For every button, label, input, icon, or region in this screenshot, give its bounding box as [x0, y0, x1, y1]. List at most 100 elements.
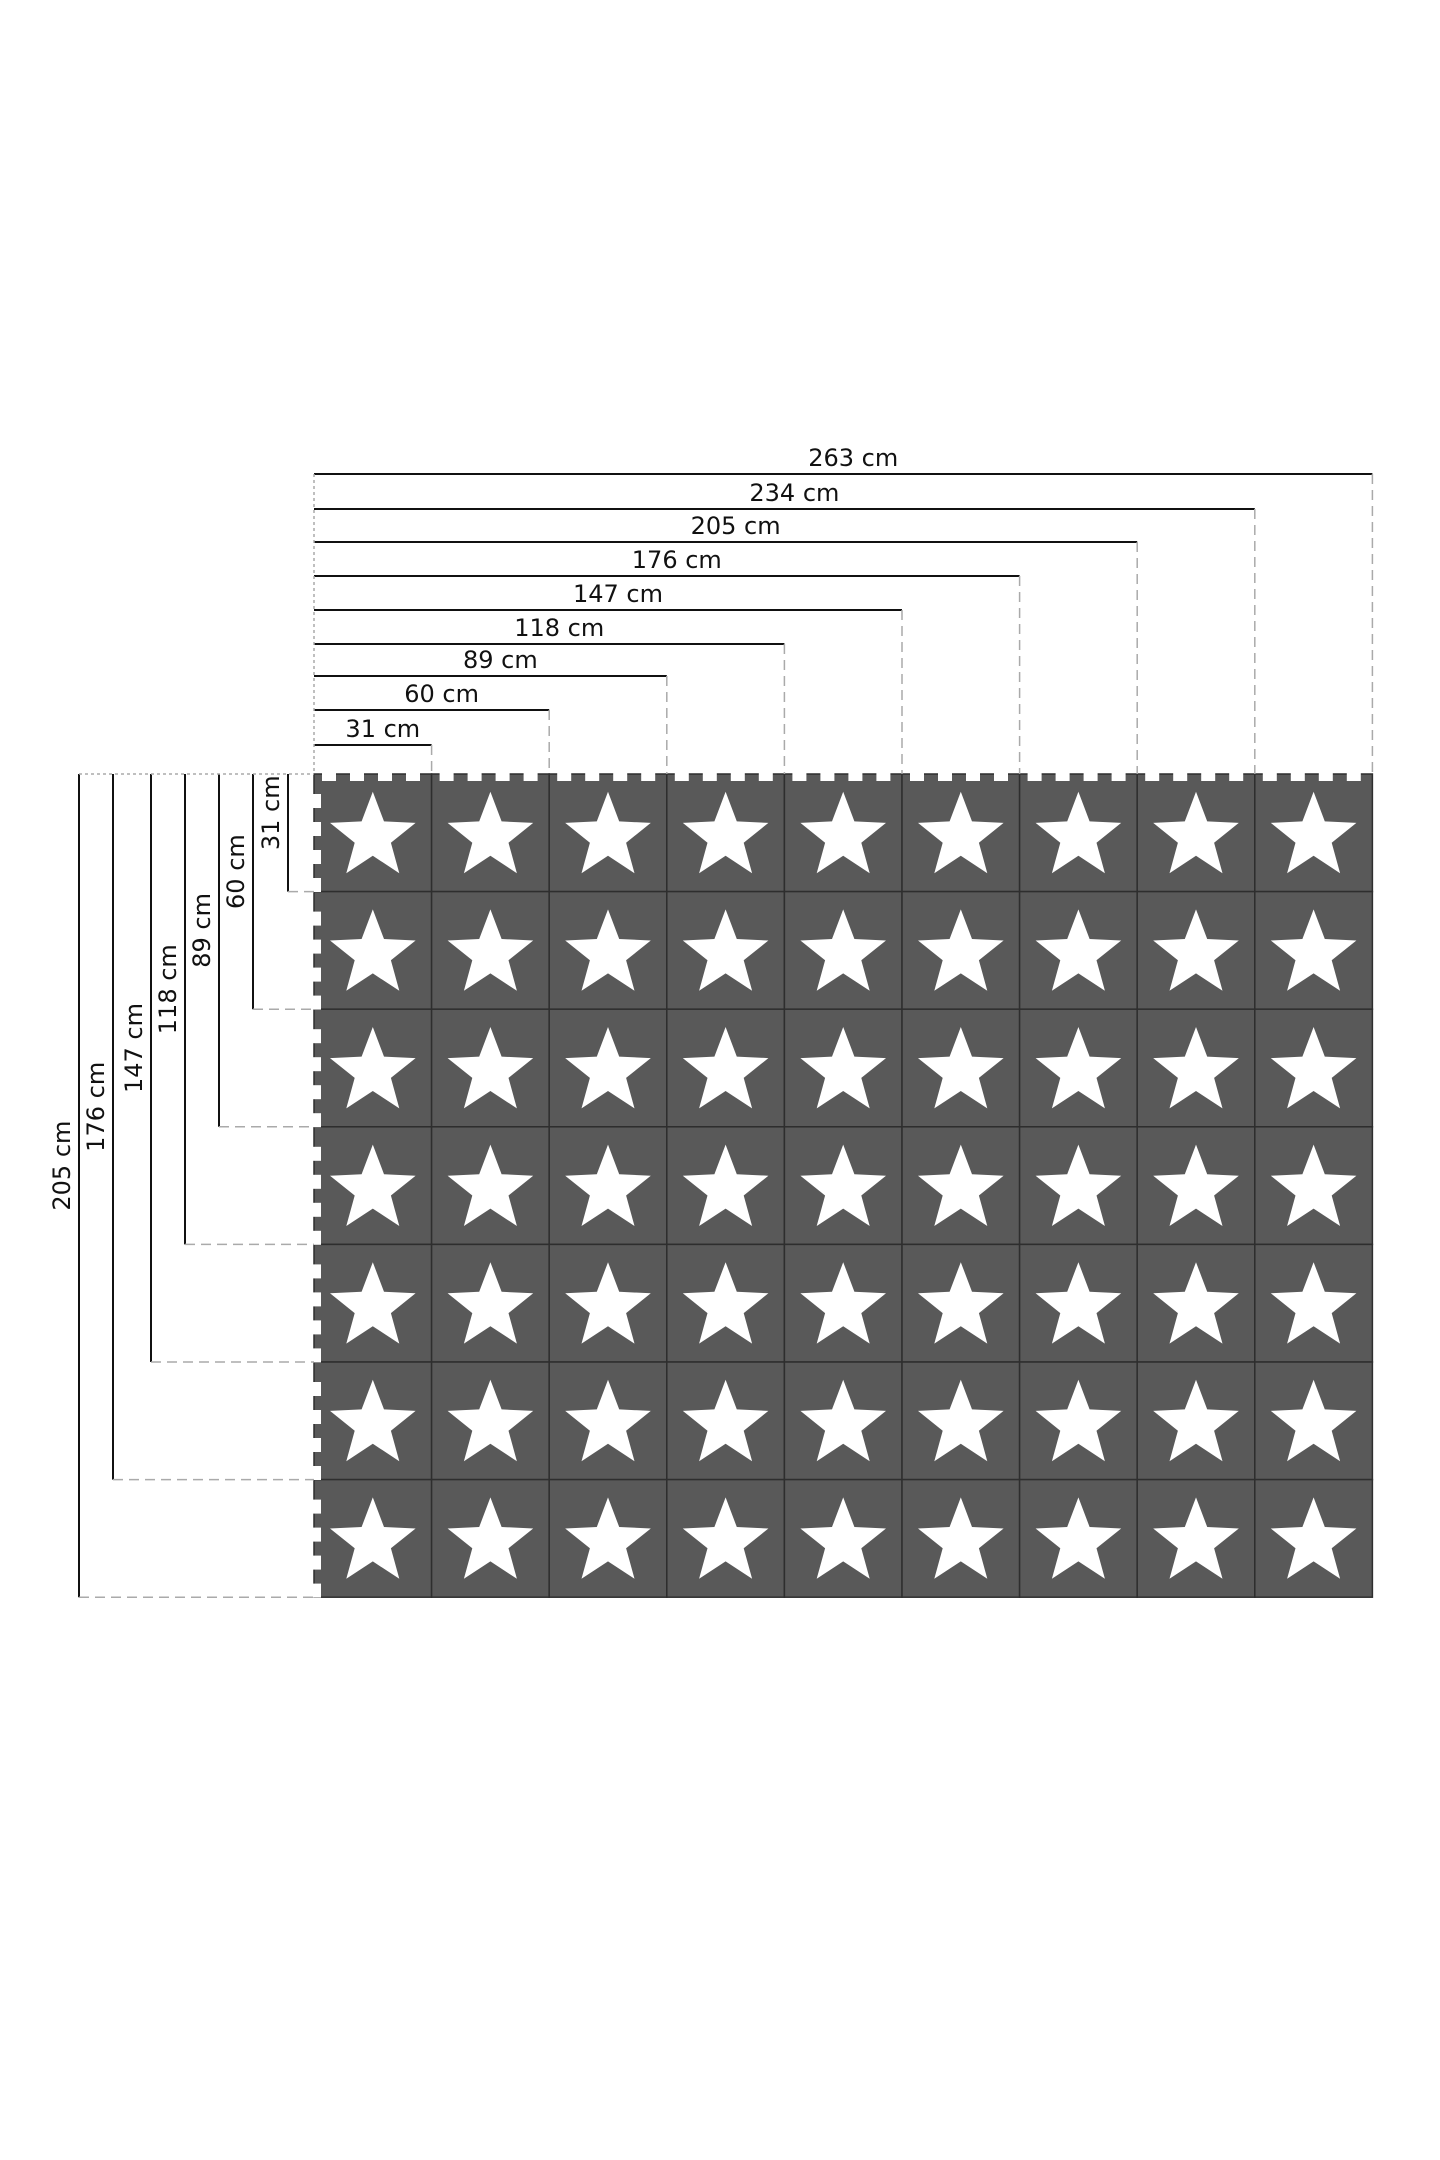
width-dimension: 263 cm [314, 444, 1374, 774]
puzzle-notch [938, 773, 952, 781]
puzzle-notch [1027, 773, 1042, 781]
puzzle-notch [313, 1146, 321, 1161]
puzzle-notch [378, 773, 392, 781]
star-icon [918, 1027, 1004, 1109]
width-dimension: 89 cm [314, 646, 668, 774]
width-dimension: 234 cm [314, 479, 1256, 774]
puzzle-notch [1145, 773, 1160, 781]
mat-tile [1136, 1126, 1256, 1246]
mat-tile [901, 890, 1021, 1010]
mat-tile [666, 1361, 786, 1481]
mat-tile [1018, 1126, 1138, 1246]
puzzle-notch [313, 1320, 321, 1335]
puzzle-notch [313, 1292, 321, 1307]
star-icon [800, 791, 886, 874]
puzzle-notch [313, 1382, 321, 1396]
puzzle-notch [467, 773, 482, 781]
star-icon [1270, 1497, 1357, 1579]
mat-tile [783, 1126, 903, 1246]
mat-tile [1018, 1361, 1138, 1481]
star-icon [800, 1262, 886, 1344]
star-icon [565, 1144, 651, 1226]
star-icon [682, 1262, 769, 1344]
mat-tile [430, 1126, 550, 1246]
mat-tile [783, 1008, 903, 1128]
star-icon [330, 1262, 416, 1344]
puzzle-notch [313, 995, 321, 1010]
height-label: 205 cm [48, 1121, 76, 1211]
star-icon [682, 1144, 769, 1226]
puzzle-notch [585, 773, 600, 781]
mat-tile [1254, 1243, 1374, 1363]
star-icon [330, 1497, 416, 1579]
puzzle-notch [313, 794, 321, 808]
height-label: 118 cm [154, 944, 182, 1034]
puzzle-notch [994, 773, 1008, 781]
mat-tile [783, 773, 903, 893]
mat-tile [783, 1361, 903, 1481]
width-label: 205 cm [691, 512, 781, 540]
star-icon [1035, 791, 1122, 874]
puzzle-notch [1055, 773, 1070, 781]
star-icon [1035, 1262, 1122, 1344]
star-icon [1270, 1027, 1357, 1109]
mat-tile [313, 1008, 433, 1128]
mat-tile [1136, 1478, 1256, 1598]
mat-tile [1136, 890, 1256, 1010]
mat-tile [548, 773, 668, 893]
puzzle-notch [313, 1348, 321, 1363]
puzzle-notch [495, 773, 510, 781]
puzzle-notch [313, 1466, 321, 1480]
mat-tile [1254, 1008, 1374, 1128]
puzzle-notch [1173, 773, 1188, 781]
mat-tile [430, 773, 550, 893]
star-icon [447, 1379, 534, 1462]
mat-tile [430, 1478, 550, 1598]
height-dimension: 176 cm [82, 774, 314, 1481]
mat-tile [313, 773, 433, 893]
puzzle-notch [1111, 773, 1126, 781]
puzzle-notch [674, 773, 689, 781]
star-icon [918, 909, 1004, 991]
puzzle-notch [313, 1410, 321, 1424]
star-icon [1035, 1027, 1122, 1109]
mat-tile [1254, 1126, 1374, 1246]
star-icon [447, 791, 534, 874]
puzzle-notch [313, 878, 321, 892]
mat-tile [666, 773, 786, 893]
puzzle-notch [641, 773, 656, 781]
height-dimension: 89 cm [188, 774, 314, 1128]
puzzle-notch [730, 773, 745, 781]
width-label: 60 cm [404, 680, 479, 708]
puzzle-notch [313, 822, 321, 836]
star-icon [565, 909, 651, 991]
puzzle-notch [966, 773, 980, 781]
mat-tile [548, 1243, 668, 1363]
mat-tile [783, 890, 903, 1010]
mat-tile [1018, 773, 1138, 893]
puzzle-notch [313, 939, 321, 954]
puzzle-notch [1083, 773, 1098, 781]
star-icon [447, 1027, 534, 1109]
width-dimension: 31 cm [314, 715, 433, 774]
star-icon [800, 1379, 886, 1462]
star-icon [918, 1379, 1004, 1462]
star-icon [1270, 1379, 1357, 1462]
star-icon [682, 1027, 769, 1109]
mat-tile [1018, 1243, 1138, 1363]
star-icon [1153, 1379, 1239, 1462]
mat-tile [1018, 890, 1138, 1010]
height-dimension: 60 cm [222, 774, 314, 1010]
star-icon [1270, 791, 1357, 874]
mat-tile [1018, 1008, 1138, 1128]
star-icon [682, 791, 769, 874]
puzzle-notch [313, 1264, 321, 1279]
puzzle-notch [1229, 773, 1244, 781]
puzzle-notch [313, 1527, 321, 1542]
mat-tile [901, 1478, 1021, 1598]
mat-tile [1136, 773, 1256, 893]
star-icon [682, 1379, 769, 1462]
puzzle-notch [613, 773, 628, 781]
star-icon [918, 791, 1004, 874]
